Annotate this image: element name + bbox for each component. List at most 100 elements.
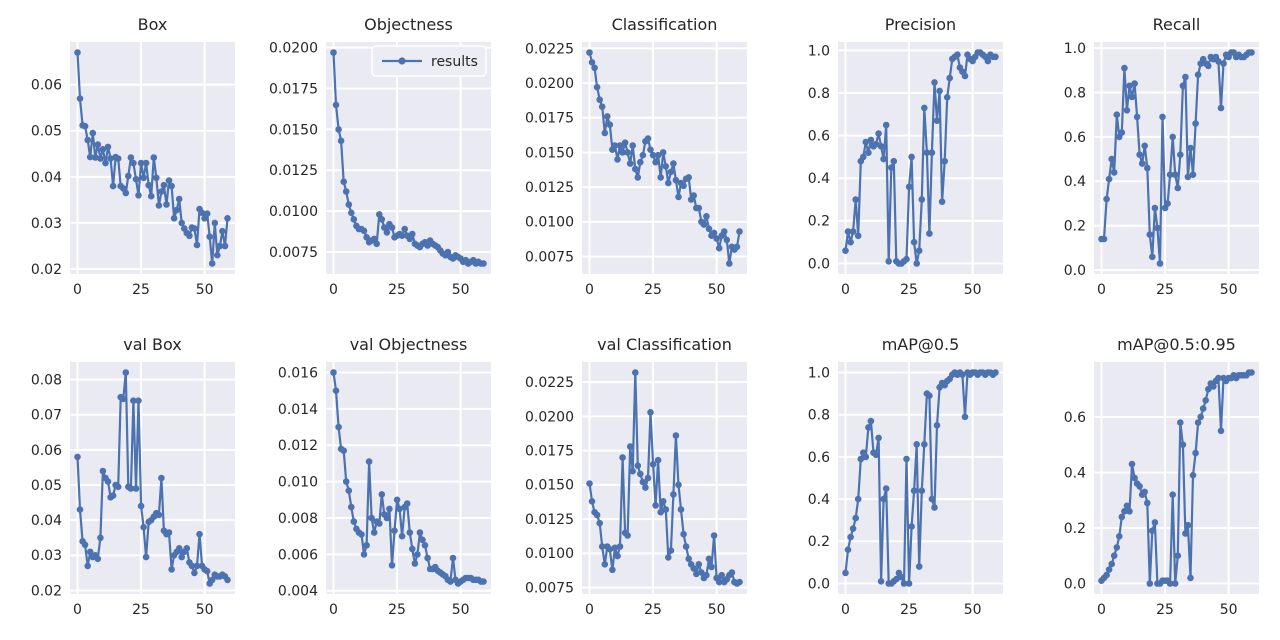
data-point-marker: [109, 492, 117, 499]
data-point-marker: [1194, 71, 1202, 78]
x-tick-label: 25: [644, 602, 662, 618]
y-tick-label: 0.0: [1064, 576, 1086, 592]
data-point-marker: [852, 514, 859, 522]
data-point-marker: [1192, 120, 1199, 127]
data-point-marker: [1187, 574, 1194, 582]
data-point-marker: [675, 193, 682, 201]
x-tick-label: 50: [196, 282, 214, 298]
data-point-marker: [125, 172, 132, 180]
y-tick-label: 0.0075: [525, 249, 574, 265]
axes-background: [1094, 42, 1259, 274]
data-point-marker: [188, 562, 196, 570]
y-tick-label: 0.0225: [525, 375, 574, 391]
data-point-marker: [1131, 80, 1138, 87]
x-tick-label: 50: [452, 602, 470, 618]
data-point-marker: [173, 206, 180, 214]
data-point-marker: [913, 441, 920, 448]
data-point-marker: [898, 573, 905, 581]
y-tick-label: 0.02: [31, 583, 62, 599]
data-point-marker: [99, 146, 107, 153]
data-point-marker: [992, 369, 999, 376]
data-point-marker: [1126, 508, 1133, 515]
y-tick-label: 0.04: [31, 513, 62, 529]
data-point-marker: [368, 514, 375, 522]
data-point-marker: [908, 523, 915, 530]
y-tick-label: 0.0100: [525, 215, 574, 231]
data-point-marker: [619, 149, 626, 156]
data-point-marker: [588, 59, 596, 66]
data-point-marker: [915, 247, 923, 254]
y-tick-label: 0.0100: [525, 546, 574, 562]
data-point-marker: [1151, 519, 1159, 526]
data-point-marker: [893, 575, 900, 583]
data-point-marker: [685, 174, 692, 181]
data-point-marker: [1220, 60, 1227, 67]
data-point-marker: [155, 202, 163, 209]
data-point-marker: [652, 158, 659, 166]
subplot-box: Box 0.02 0.03 0.04 0.05 0.06 0 25 50: [0, 0, 256, 320]
data-point-marker: [715, 244, 723, 252]
data-point-marker: [588, 498, 596, 505]
data-point-marker: [114, 155, 122, 162]
data-point-marker: [132, 175, 140, 183]
y-tick-label: 0.008: [278, 511, 318, 527]
data-point-marker: [1100, 235, 1108, 243]
y-tick-label: 0.0150: [269, 122, 318, 138]
data-point-marker: [1179, 82, 1187, 90]
y-tick-label: 1.0: [808, 43, 830, 59]
legend-marker-sample: [398, 57, 406, 65]
data-point-marker: [206, 233, 213, 240]
data-point-marker: [401, 225, 408, 233]
data-point-marker: [604, 113, 611, 120]
data-point-marker: [928, 149, 936, 156]
data-point-marker: [348, 209, 355, 217]
y-tick-label: 0.05: [31, 124, 62, 140]
x-tick-label: 25: [388, 602, 406, 618]
data-point-marker: [621, 139, 629, 146]
data-point-marker: [877, 143, 885, 150]
data-point-marker: [376, 211, 383, 218]
data-point-marker: [1202, 397, 1209, 404]
data-point-marker: [1182, 73, 1189, 81]
data-point-marker: [705, 555, 713, 563]
data-point-marker: [1217, 427, 1225, 435]
data-point-marker: [1154, 224, 1161, 232]
axes-background: [326, 362, 491, 594]
x-tick-label: 50: [964, 602, 982, 618]
data-point-marker: [1116, 533, 1123, 540]
data-point-marker: [1108, 155, 1115, 163]
data-point-marker: [1123, 502, 1131, 510]
y-tick-label: 0.0200: [525, 409, 574, 425]
data-point-marker: [178, 219, 185, 227]
y-tick-label: 0.010: [278, 475, 318, 491]
data-point-marker: [1199, 405, 1207, 412]
data-point-marker: [191, 225, 198, 232]
data-point-marker: [1113, 544, 1121, 551]
y-tick-label: 0.07: [31, 408, 62, 424]
subplot-title-box: Box: [137, 15, 168, 34]
data-point-marker: [639, 478, 647, 486]
data-point-marker: [649, 461, 657, 468]
data-point-marker: [657, 174, 664, 181]
data-point-marker: [1182, 530, 1189, 537]
legend-label: results: [431, 54, 478, 70]
data-point-marker: [1113, 111, 1121, 118]
data-point-marker: [614, 156, 621, 163]
data-point-marker: [938, 198, 946, 205]
data-point-marker: [444, 248, 452, 256]
data-point-marker: [959, 371, 966, 378]
data-point-marker: [862, 453, 870, 461]
data-point-marker: [662, 506, 670, 513]
data-point-marker: [1166, 580, 1174, 587]
data-point-marker: [961, 72, 969, 80]
data-point-marker: [193, 562, 201, 570]
data-point-marker: [1146, 231, 1154, 238]
data-point-marker: [1197, 413, 1204, 421]
y-tick-label: 0.08: [31, 372, 62, 388]
data-point-marker: [910, 487, 918, 494]
data-point-marker: [335, 423, 342, 431]
data-point-marker: [135, 397, 142, 404]
x-tick-label: 0: [73, 282, 82, 298]
x-tick-label: 25: [132, 602, 150, 618]
data-point-marker: [847, 533, 854, 541]
